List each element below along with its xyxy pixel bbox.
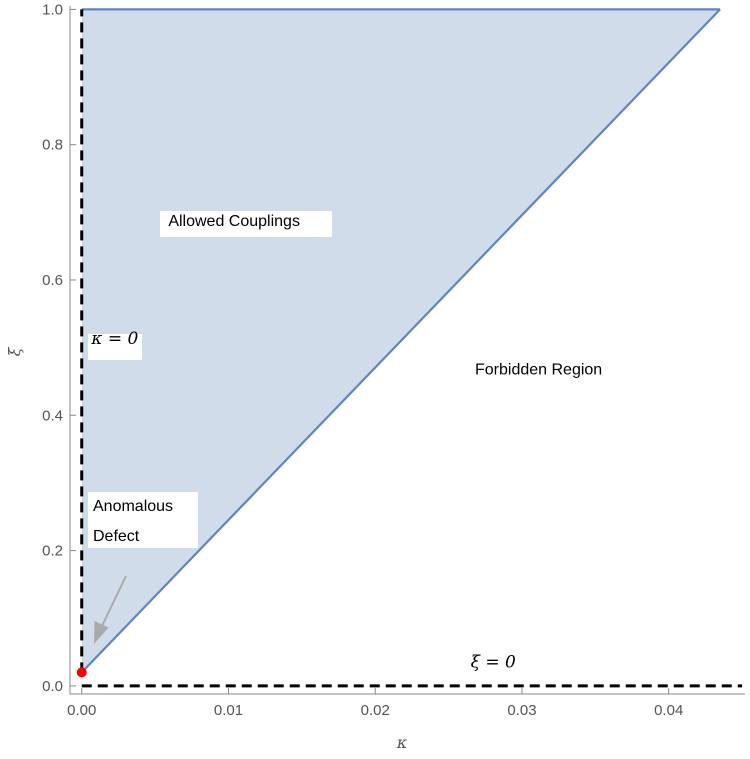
x-tick-label: 0.03 xyxy=(507,702,536,719)
y-tick-label: 0.0 xyxy=(42,678,63,695)
annotation-forbidden-text: Forbidden Region xyxy=(475,362,602,379)
y-tick-label: 0.8 xyxy=(42,137,63,154)
plot-area xyxy=(80,8,721,674)
axes-frame xyxy=(69,6,745,695)
annotation-anomalous-defect: Anomalous Defect xyxy=(88,492,198,548)
x-tick-label: 0.01 xyxy=(214,702,243,719)
x-tick-label: 0.04 xyxy=(654,702,683,719)
annotation-allowed: Allowed Couplings xyxy=(160,211,332,237)
y-ticks: 0.0 0.2 0.4 0.6 0.8 1.0 xyxy=(42,1,76,695)
x-tick-label: 0.00 xyxy=(67,702,96,719)
annotation-allowed-bg xyxy=(160,211,332,237)
annotation-kappa-zero-bg xyxy=(88,334,142,360)
arrow-head xyxy=(94,621,109,644)
annotation-kappa-zero-text: κ = 0 xyxy=(90,329,138,349)
annotation-xi-zero-text: ξ = 0 xyxy=(471,653,516,673)
y-tick-label: 0.4 xyxy=(42,407,63,424)
annotation-anomalous-bg xyxy=(88,492,198,548)
y-tick-label: 1.0 xyxy=(42,1,63,18)
annotation-kappa-zero: κ = 0 xyxy=(88,329,142,360)
anomalous-defect-arrow xyxy=(94,575,127,644)
y-tick-label: 0.2 xyxy=(42,543,63,560)
x-tick-label: 0.02 xyxy=(361,702,390,719)
anomalous-defect-point xyxy=(76,667,87,678)
annotation-anomalous-line1: Anomalous xyxy=(93,498,173,515)
x-ticks: 0.00 0.01 0.02 0.03 0.04 xyxy=(67,688,683,719)
y-tick-label: 0.6 xyxy=(42,272,63,289)
annotation-anomalous-line2: Defect xyxy=(93,528,140,545)
arrow-shaft xyxy=(100,575,127,629)
annotation-allowed-text: Allowed Couplings xyxy=(168,213,300,230)
x-axis-label: κ xyxy=(396,733,408,752)
boundary-line xyxy=(80,8,721,674)
y-axis-label: ξ xyxy=(5,346,24,356)
